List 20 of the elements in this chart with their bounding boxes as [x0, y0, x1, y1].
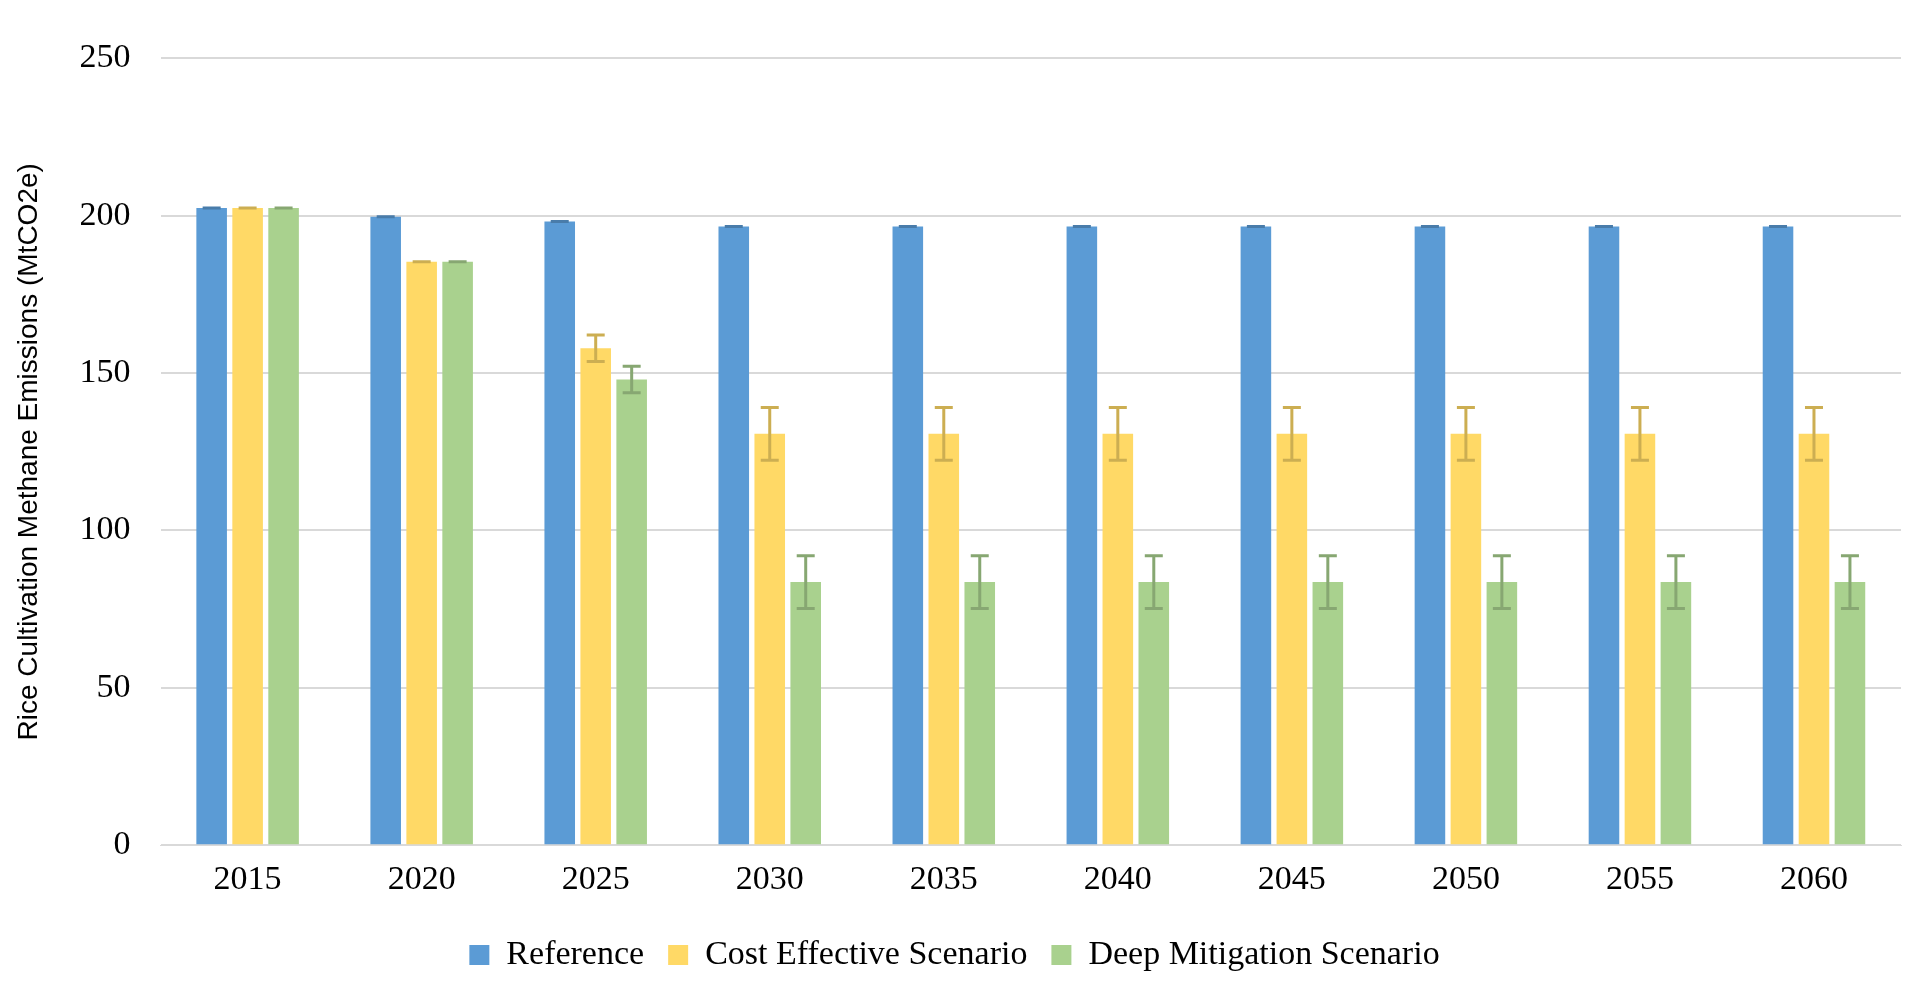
y-tick-label: 250 [79, 37, 131, 75]
x-tick-label: 2015 [213, 858, 282, 896]
x-tick-label: 2020 [387, 858, 456, 896]
x-tick-label: 2060 [1779, 858, 1848, 896]
legend-label: Deep Mitigation Scenario [1088, 933, 1440, 971]
y-tick-label: 0 [113, 824, 131, 862]
y-axis-title: Rice Cultivation Methane Emissions (MtCO2e) [11, 163, 43, 741]
x-tick-label: 2045 [1257, 858, 1326, 896]
y-tick-label: 50 [96, 666, 131, 704]
y-tick-label: 200 [79, 194, 131, 232]
y-tick-label: 150 [79, 352, 131, 390]
legend-label: Cost Effective Scenario [705, 933, 1028, 971]
legend-label: Reference [506, 933, 645, 971]
x-tick-label: 2035 [909, 858, 978, 896]
x-tick-label: 2025 [561, 858, 630, 896]
x-tick-label: 2030 [735, 858, 804, 896]
x-tick-label: 2055 [1605, 858, 1674, 896]
x-tick-label: 2040 [1083, 858, 1152, 896]
y-tick-label: 100 [79, 509, 131, 547]
x-tick-label: 2050 [1431, 858, 1500, 896]
